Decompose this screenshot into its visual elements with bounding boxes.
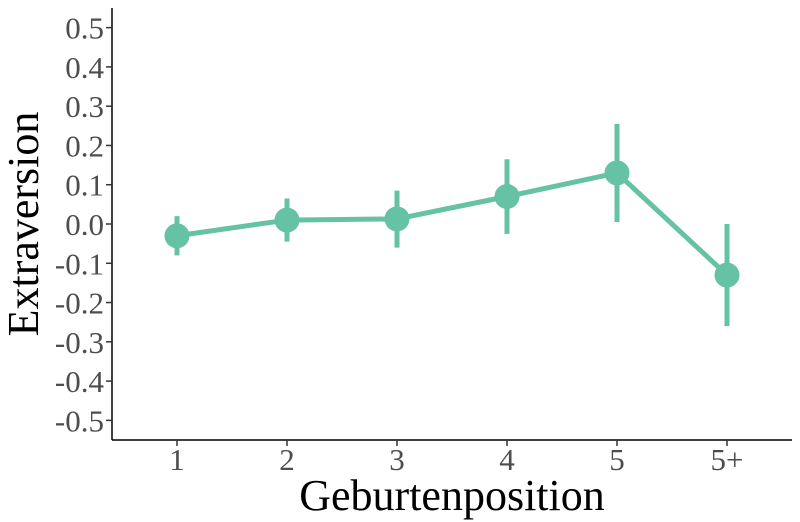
y-tick-label: 0.4 xyxy=(65,50,104,85)
x-tick-label: 5+ xyxy=(711,442,744,477)
y-tick-label: -0.1 xyxy=(55,246,104,281)
x-tick-label: 1 xyxy=(169,442,185,477)
x-tick-label: 2 xyxy=(279,442,295,477)
data-point xyxy=(714,262,740,288)
data-point xyxy=(384,206,410,232)
series-layer xyxy=(164,123,740,327)
y-tick-label: 0.2 xyxy=(65,128,104,163)
x-tick-label: 3 xyxy=(389,442,405,477)
data-point xyxy=(494,184,520,210)
x-axis-title: Geburtenposition xyxy=(299,471,605,520)
x-tick-label: 4 xyxy=(499,442,515,477)
data-point xyxy=(164,223,190,249)
y-tick-label: -0.4 xyxy=(55,364,105,399)
y-axis-ticks: -0.5 -0.4 -0.3 -0.2 -0.1 0.0 0.1 0.2 0.3 0.4 0.5 xyxy=(55,11,112,438)
y-tick-label: 0.5 xyxy=(65,11,104,46)
y-tick-label: 0.3 xyxy=(65,89,104,124)
y-axis-title: Extraversion xyxy=(0,112,48,337)
x-tick-label: 5 xyxy=(609,442,625,477)
data-point xyxy=(274,207,300,233)
y-tick-label: -0.3 xyxy=(55,325,104,360)
y-tick-label: -0.2 xyxy=(55,286,104,321)
data-point xyxy=(604,160,630,186)
y-tick-label: 0.1 xyxy=(65,168,104,203)
y-tick-label: 0.0 xyxy=(65,207,104,242)
x-axis-ticks: 1 2 3 4 5 5+ xyxy=(169,440,743,477)
y-tick-label: -0.5 xyxy=(55,403,104,438)
series-line xyxy=(174,170,730,278)
